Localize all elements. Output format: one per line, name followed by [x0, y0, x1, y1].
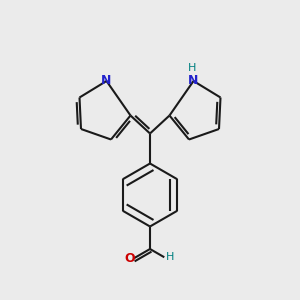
Text: H: H	[166, 252, 174, 262]
Text: N: N	[101, 74, 112, 88]
Text: H: H	[188, 63, 196, 74]
Text: O: O	[124, 252, 135, 265]
Text: N: N	[188, 74, 199, 88]
